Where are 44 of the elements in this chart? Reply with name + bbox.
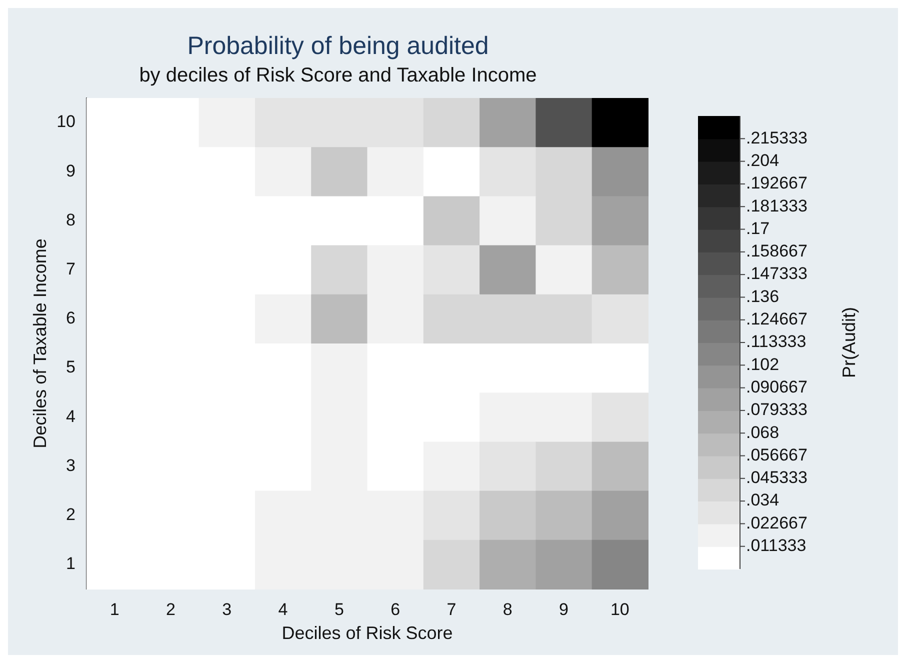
color-bar-label: .079333 (746, 400, 808, 420)
color-bar-label: .045333 (746, 468, 808, 488)
color-bar-label: .147333 (746, 264, 808, 284)
y-tick-label: 1 (66, 554, 76, 574)
y-tick-label: 8 (66, 210, 76, 230)
color-bar-title: Pr(Audit) (838, 306, 859, 378)
color-bar-label: .068 (746, 422, 780, 442)
color-bar-label: .17 (746, 218, 770, 238)
color-bar-label: .034 (746, 490, 780, 510)
chart-subtitle: by deciles of Risk Score and Taxable Income (139, 64, 537, 87)
y-tick-label: 5 (66, 358, 76, 377)
color-bar-label: .158667 (746, 242, 808, 261)
y-tick-label: 3 (66, 456, 76, 475)
x-tick-label: 7 (446, 600, 456, 619)
x-tick-label: 2 (166, 600, 176, 619)
color-bar-label: .124667 (746, 310, 808, 329)
y-tick-label: 10 (56, 112, 76, 132)
color-bar-label: .215333 (746, 128, 808, 148)
x-tick-label: 3 (222, 600, 232, 619)
x-tick-label: 8 (502, 600, 512, 619)
color-bar-label: .090667 (746, 377, 808, 396)
chart-title: Probability of being audited (187, 32, 489, 60)
x-tick-label: 6 (390, 600, 400, 619)
y-tick-label: 9 (66, 161, 76, 180)
x-axis-title: Deciles of Risk Score (282, 623, 453, 644)
y-tick-label: 2 (66, 505, 76, 524)
color-bar-label: .192667 (746, 174, 808, 193)
color-bar-label: .181333 (746, 196, 808, 216)
x-tick-label: 9 (559, 600, 569, 619)
color-bar-label: .022667 (746, 513, 808, 532)
color-bar-label: .056667 (746, 445, 808, 464)
y-tick-label: 6 (66, 308, 76, 328)
color-bar-label: .102 (746, 354, 780, 374)
x-tick-label: 5 (334, 600, 344, 619)
color-bar-label: .011333 (746, 536, 806, 556)
y-tick-label: 4 (66, 406, 76, 426)
color-bar-label: .204 (746, 150, 780, 170)
x-tick-label: 1 (110, 600, 120, 619)
y-tick-label: 7 (66, 260, 76, 279)
x-tick-label: 4 (278, 600, 288, 619)
color-bar-label: .113333 (746, 332, 806, 352)
x-tick-label: 10 (610, 600, 630, 619)
y-axis-title: Deciles of Taxable Income (30, 238, 50, 448)
color-bar-label: .136 (746, 286, 780, 306)
